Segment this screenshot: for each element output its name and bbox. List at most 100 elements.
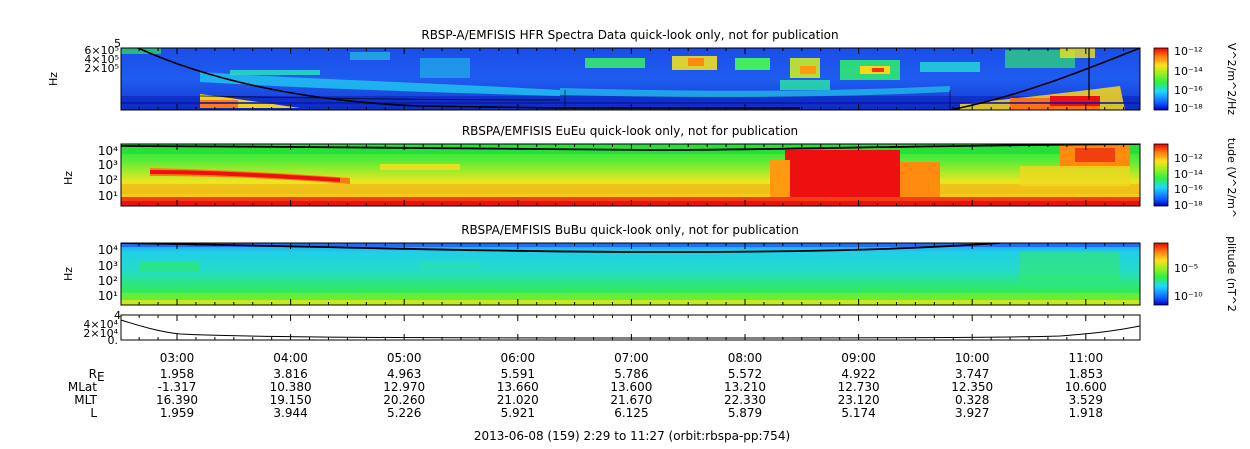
- panel-eueu-ytick-1: 10³: [98, 158, 118, 172]
- ephemeris-value: 16.390: [156, 393, 198, 407]
- time-axis: 03:00 04:00 05:00 06:00 07:00 08:00 09:00 10:00…: [160, 351, 1103, 365]
- panel-bubu-ytick-0: 10⁴: [98, 243, 118, 257]
- panel-hfr-cbtick-0: 10⁻¹²: [1174, 45, 1203, 58]
- ephemeris-value: 13.660: [497, 380, 539, 394]
- panel-eueu-cbtick-3: 10⁻¹⁸: [1174, 199, 1203, 212]
- ephemeris-value: 20.260: [383, 393, 425, 407]
- ephemeris-value: 5.786: [614, 367, 648, 381]
- panel-hfr-cblabel: V^2/m^2/Hz: [1225, 43, 1238, 115]
- panel-bubu-colorbar: [1153, 242, 1169, 306]
- ephemeris-value: 5.879: [728, 406, 762, 420]
- ephemeris-value: -1.317: [158, 380, 197, 394]
- panel-line-xticks: [138, 315, 1125, 340]
- panel-bubu-ytick-2: 10²: [98, 274, 118, 288]
- panel-hfr-cbtick-1: 10⁻¹⁴: [1174, 65, 1203, 78]
- ephemeris-value: 12.350: [951, 380, 993, 394]
- panel-eueu-spectrogram: [121, 144, 1140, 206]
- ephemeris-value: 4.963: [387, 367, 421, 381]
- panel-eueu-xticks: [138, 144, 1125, 206]
- panel-hfr-ytick-extra: 5: [114, 37, 121, 50]
- ephemeris-value: 0.328: [955, 393, 989, 407]
- panel-hfr-ytick-0: 6×10⁵: [84, 44, 119, 57]
- ephemeris-value: 1.959: [160, 406, 194, 420]
- ephemeris-label-mlt: MLT: [74, 393, 97, 407]
- panel-line-trace: [120, 319, 1141, 339]
- ephemeris-value: 3.927: [955, 406, 989, 420]
- ephemeris-value: 21.670: [610, 393, 652, 407]
- ephemeris-value: 23.120: [838, 393, 880, 407]
- x-tick-label: 04:00: [273, 351, 308, 365]
- ephemeris-value: 3.944: [273, 406, 307, 420]
- panel-hfr-cbtick-3: 10⁻¹⁸: [1174, 102, 1203, 115]
- footer-time-range: 2013-06-08 (159) 2:29 to 11:27 (orbit:rb…: [474, 429, 790, 443]
- ephemeris-value: 10.380: [270, 380, 312, 394]
- ephemeris-value: 3.747: [955, 367, 989, 381]
- panel-bubu-ytick-3: 10¹: [98, 289, 118, 303]
- x-tick-label: 11:00: [1069, 351, 1104, 365]
- panel-eueu: RBSPA/EMFISIS EuEu quick-look only, not …: [62, 124, 1238, 218]
- panel-hfr-spectrogram: [121, 48, 1140, 110]
- panel-line-ytick-1: 2×10⁴: [83, 327, 118, 340]
- ephemeris-label-l: L: [90, 406, 97, 420]
- ephemeris-value: 3.816: [273, 367, 307, 381]
- ephemeris-value: 4.922: [841, 367, 875, 381]
- panel-hfr: RBSP-A/EMFISIS HFR Spectra Data quick-lo…: [47, 28, 1238, 115]
- panel-hfr-title: RBSP-A/EMFISIS HFR Spectra Data quick-lo…: [421, 28, 838, 42]
- panel-eueu-ytick-0: 10⁴: [98, 144, 118, 158]
- panel-bubu-ytick-1: 10³: [98, 259, 118, 273]
- panel-bubu-xticks: [138, 243, 1125, 305]
- ephemeris-value: 5.572: [728, 367, 762, 381]
- panel-line-ytick-0: 4×10⁴: [83, 318, 118, 331]
- panel-line: 4×10⁴ 2×10⁴ 0. 4: [83, 309, 1141, 347]
- panel-hfr-ylabel: Hz: [47, 72, 60, 86]
- panel-eueu-ytick-3: 10¹: [98, 189, 118, 203]
- x-tick-label: 06:00: [501, 351, 536, 365]
- ephemeris-value: 13.600: [610, 380, 652, 394]
- ephemeris-value: 12.730: [838, 380, 880, 394]
- panel-line-ytick-2: 0.: [108, 334, 119, 347]
- ephemeris-value: 5.591: [501, 367, 535, 381]
- ephemeris-label-mlat: MLat: [68, 380, 97, 394]
- panel-hfr-ytick-2: 2×10⁵: [84, 62, 119, 75]
- panel-bubu-cbtick-1: 10⁻¹⁰: [1174, 290, 1203, 303]
- x-tick-label: 05:00: [387, 351, 422, 365]
- ephemeris-label-subscript: E: [97, 370, 105, 384]
- panel-hfr-xticks: [138, 48, 1125, 110]
- panel-bubu-cblabel: plitude (nT^2: [1225, 236, 1238, 312]
- panel-bubu-title: RBSPA/EMFISIS BuBu quick-look only, not …: [461, 223, 799, 237]
- ephemeris-value: 3.529: [1069, 393, 1103, 407]
- ephemeris-value: 6.125: [614, 406, 648, 420]
- panel-eueu-ytick-2: 10²: [98, 173, 118, 187]
- ephemeris-value: 12.970: [383, 380, 425, 394]
- x-tick-label: 07:00: [614, 351, 649, 365]
- ephemeris-value: 5.174: [841, 406, 875, 420]
- panel-eueu-cbtick-0: 10⁻¹²: [1174, 152, 1203, 165]
- panel-hfr-ytick-1: 4×10⁵: [84, 53, 119, 66]
- ephemeris-value: 13.210: [724, 380, 766, 394]
- panel-eueu-cbtick-2: 10⁻¹⁶: [1174, 183, 1203, 196]
- x-tick-label: 10:00: [955, 351, 990, 365]
- panel-bubu: RBSPA/EMFISIS BuBu quick-look only, not …: [62, 223, 1238, 312]
- panel-eueu-ylabel: Hz: [62, 171, 75, 185]
- x-tick-label: 03:00: [160, 351, 195, 365]
- ephemeris-value: 1.958: [160, 367, 194, 381]
- ephemeris-value: 21.020: [497, 393, 539, 407]
- panel-hfr-cbtick-2: 10⁻¹⁶: [1174, 84, 1203, 97]
- panel-hfr-colorbar: [1153, 47, 1169, 111]
- ephemeris-value: 5.921: [501, 406, 535, 420]
- ephemeris-value: 1.853: [1069, 367, 1103, 381]
- ephemeris-label-r: R: [89, 367, 97, 381]
- ephemeris-value: 10.600: [1065, 380, 1107, 394]
- ephemeris-value: 22.330: [724, 393, 766, 407]
- panel-line-ytick-extra: 4: [114, 309, 121, 322]
- x-tick-label: 08:00: [728, 351, 763, 365]
- panel-bubu-cbtick-0: 10⁻⁵: [1174, 262, 1198, 275]
- ephemeris-values: 1.958 3.816 4.963 5.591 5.786 5.572 4.922 3.747…: [156, 367, 1107, 420]
- panel-eueu-cbtick-1: 10⁻¹⁴: [1174, 168, 1203, 181]
- ephemeris-value: 1.918: [1069, 406, 1103, 420]
- panel-bubu-ylabel: Hz: [62, 267, 75, 281]
- ephemeris-value: 19.150: [270, 393, 312, 407]
- panel-eueu-colorbar: [1153, 143, 1169, 207]
